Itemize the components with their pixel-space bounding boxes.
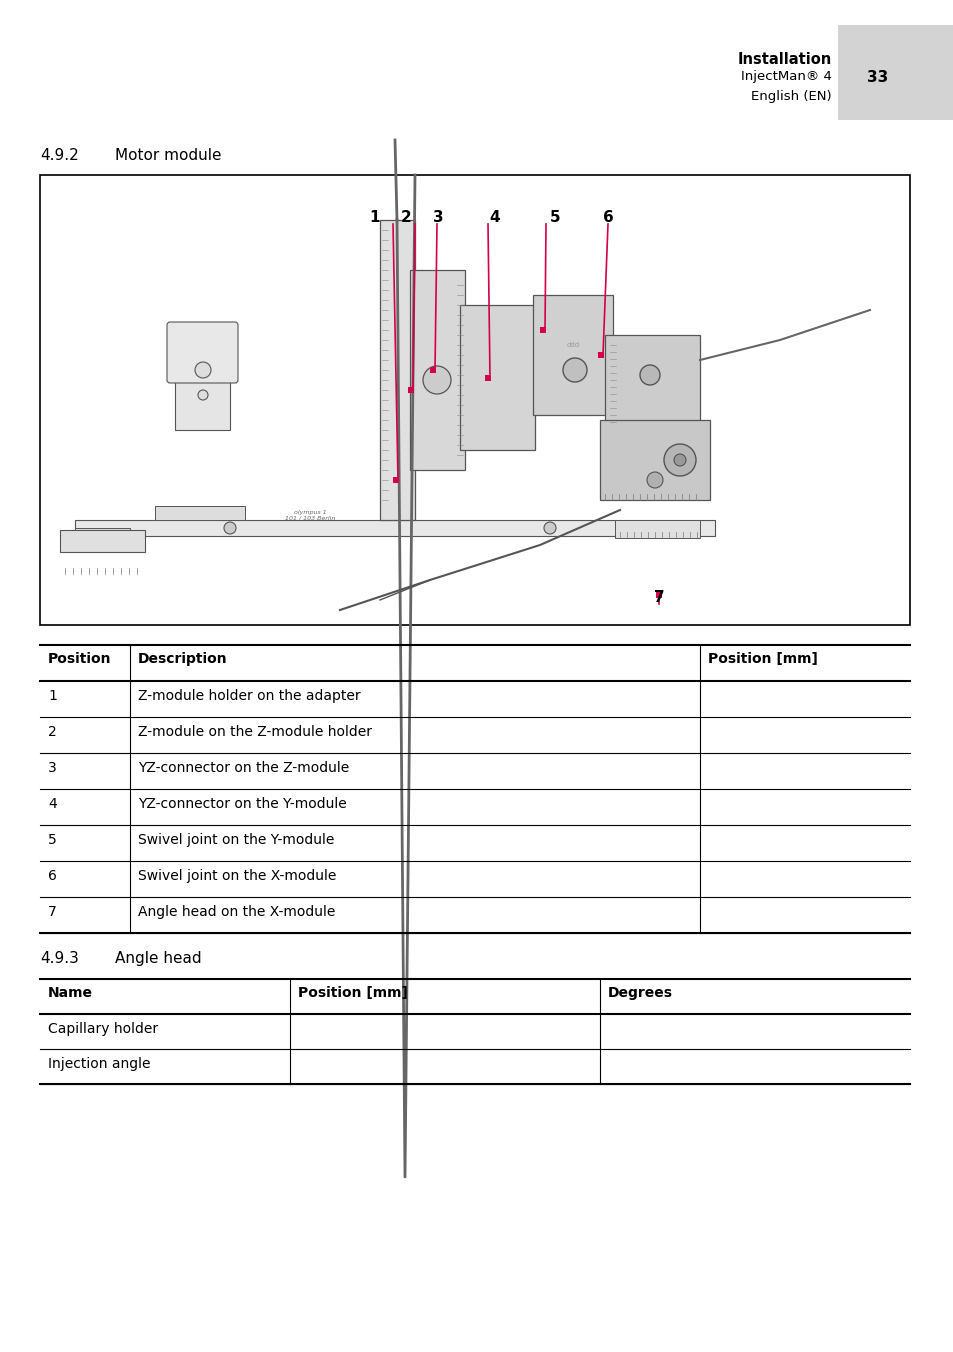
Text: Angle head: Angle head	[115, 950, 201, 965]
Text: 1: 1	[370, 210, 380, 224]
Text: 4.9.2: 4.9.2	[40, 147, 79, 164]
Circle shape	[639, 365, 659, 385]
Text: Swivel joint on the Y-module: Swivel joint on the Y-module	[138, 833, 334, 846]
Text: 6: 6	[602, 210, 613, 224]
Text: YZ-connector on the Y-module: YZ-connector on the Y-module	[138, 796, 346, 811]
Bar	[379, 220, 415, 521]
Bar	[393, 477, 398, 483]
Text: Installation: Installation	[737, 51, 831, 68]
Circle shape	[543, 522, 556, 534]
Bar	[598, 352, 603, 358]
Bar	[408, 387, 414, 393]
Circle shape	[224, 522, 235, 534]
Text: Description: Description	[138, 652, 228, 667]
Bar	[75, 521, 714, 535]
Text: InjectMan® 4: InjectMan® 4	[740, 70, 831, 82]
Text: Name: Name	[48, 986, 92, 1000]
Text: 6: 6	[48, 869, 57, 883]
Text: 4: 4	[48, 796, 56, 811]
FancyBboxPatch shape	[167, 322, 237, 383]
Circle shape	[422, 366, 451, 393]
Text: Position [mm]: Position [mm]	[297, 986, 408, 1000]
Text: 1: 1	[48, 690, 57, 703]
Text: 4.9.3: 4.9.3	[40, 950, 79, 965]
Bar	[40, 174, 909, 625]
Bar	[656, 592, 661, 598]
Bar	[604, 335, 700, 435]
Circle shape	[562, 358, 586, 383]
Text: Position: Position	[48, 652, 112, 667]
Circle shape	[663, 443, 696, 476]
Bar	[410, 270, 464, 470]
Bar	[539, 327, 545, 333]
Bar	[60, 530, 145, 552]
Text: Position [mm]: Position [mm]	[707, 652, 817, 667]
Text: Motor module: Motor module	[115, 147, 221, 164]
Text: Angle head on the X-module: Angle head on the X-module	[138, 904, 335, 919]
Bar	[75, 529, 130, 539]
Text: 4: 4	[489, 210, 499, 224]
Circle shape	[673, 454, 685, 466]
Bar	[837, 24, 953, 120]
Bar	[615, 521, 700, 538]
Bar	[430, 366, 436, 373]
Text: Z-module on the Z-module holder: Z-module on the Z-module holder	[138, 725, 372, 740]
Text: 3: 3	[48, 761, 56, 775]
Text: 5: 5	[549, 210, 559, 224]
Bar	[154, 506, 245, 521]
Text: 5: 5	[48, 833, 56, 846]
Text: YZ-connector on the Z-module: YZ-connector on the Z-module	[138, 761, 349, 775]
Text: olympus 1
101 / 103 Berlin: olympus 1 101 / 103 Berlin	[285, 510, 335, 521]
Text: 7: 7	[653, 589, 663, 604]
Circle shape	[194, 362, 211, 379]
Text: 3: 3	[433, 210, 443, 224]
Text: 33: 33	[866, 70, 887, 85]
Bar	[174, 330, 230, 430]
Text: Degrees: Degrees	[607, 986, 672, 1000]
Text: 2: 2	[48, 725, 56, 740]
Text: Injection angle: Injection angle	[48, 1057, 151, 1071]
Text: 7: 7	[48, 904, 56, 919]
Bar	[599, 420, 709, 500]
Text: Capillary holder: Capillary holder	[48, 1022, 158, 1036]
Circle shape	[646, 472, 662, 488]
Text: ddd: ddd	[566, 342, 579, 347]
Text: English (EN): English (EN)	[751, 91, 831, 103]
Text: 2: 2	[400, 210, 411, 224]
Bar	[533, 295, 613, 415]
Text: Swivel joint on the X-module: Swivel joint on the X-module	[138, 869, 336, 883]
Text: Z-module holder on the adapter: Z-module holder on the adapter	[138, 690, 360, 703]
Bar	[459, 306, 535, 450]
Bar	[484, 375, 491, 381]
Circle shape	[198, 389, 208, 400]
